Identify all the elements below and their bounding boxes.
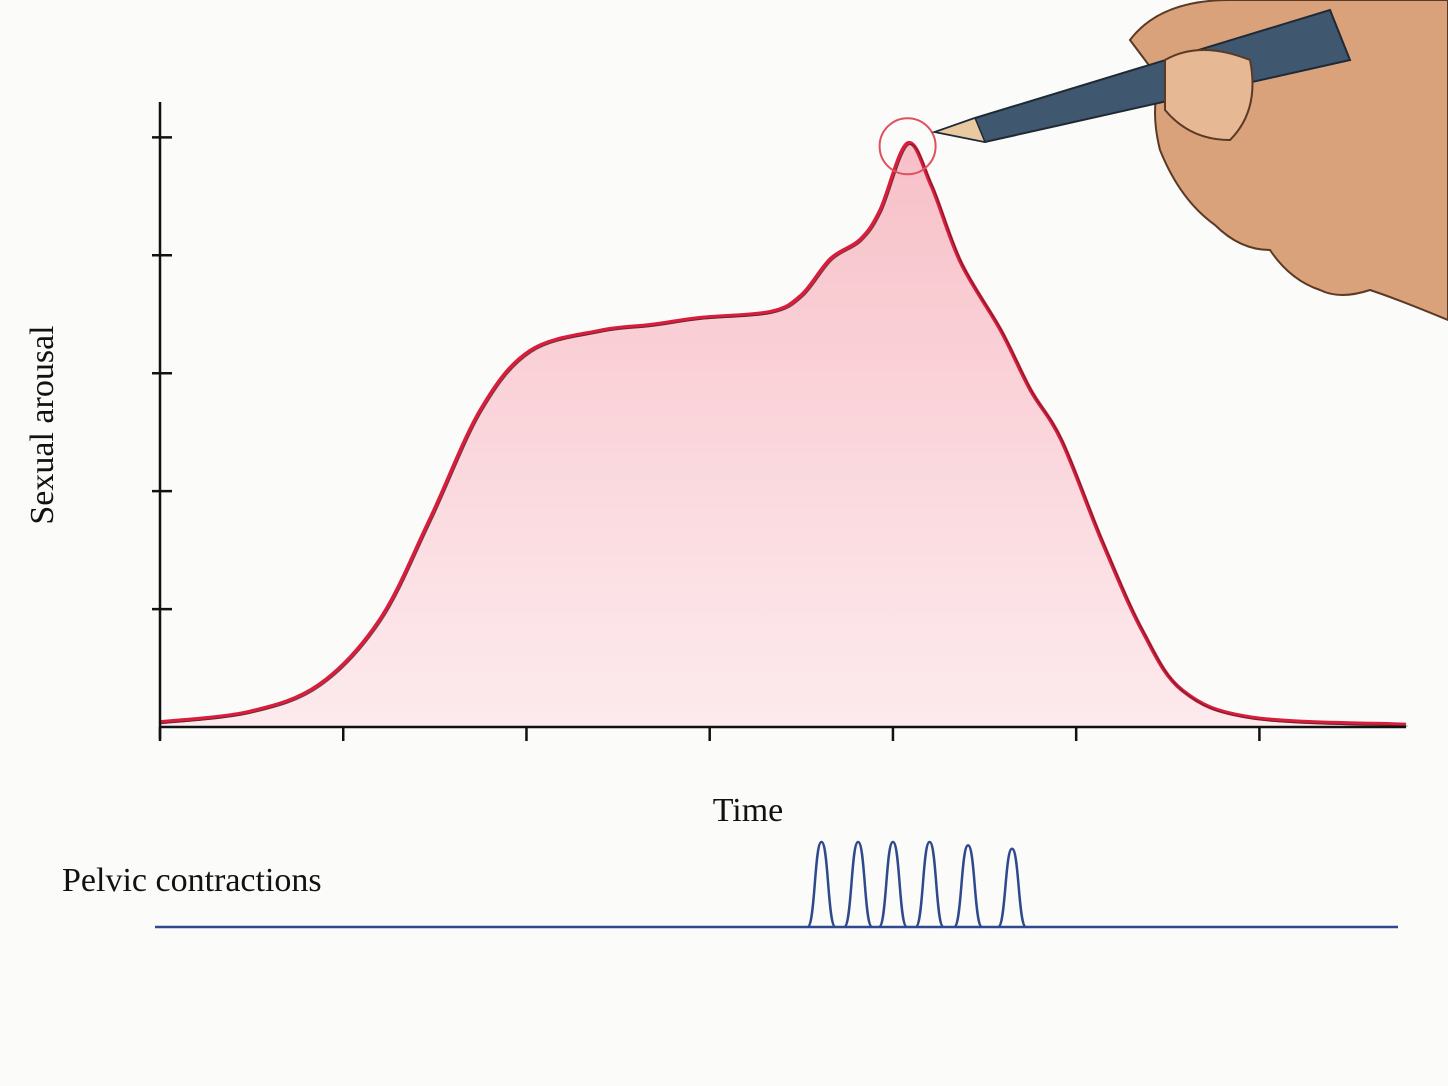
pulse (996, 847, 1028, 929)
pulse-label: Pelvic contractions (62, 862, 322, 899)
pulse (842, 840, 874, 929)
pulse (952, 844, 984, 929)
x-axis-label: Time (713, 792, 784, 829)
area-edge (161, 144, 1408, 727)
pulse (806, 840, 837, 929)
area-fill (160, 142, 1406, 728)
area-line (159, 141, 1407, 727)
plot (152, 102, 1408, 929)
pulse (877, 840, 909, 929)
hand-pencil (931, 0, 1448, 322)
y-axis-label: Sexual arousal (24, 325, 61, 524)
peak-marker (878, 117, 937, 176)
pulse (914, 840, 945, 929)
